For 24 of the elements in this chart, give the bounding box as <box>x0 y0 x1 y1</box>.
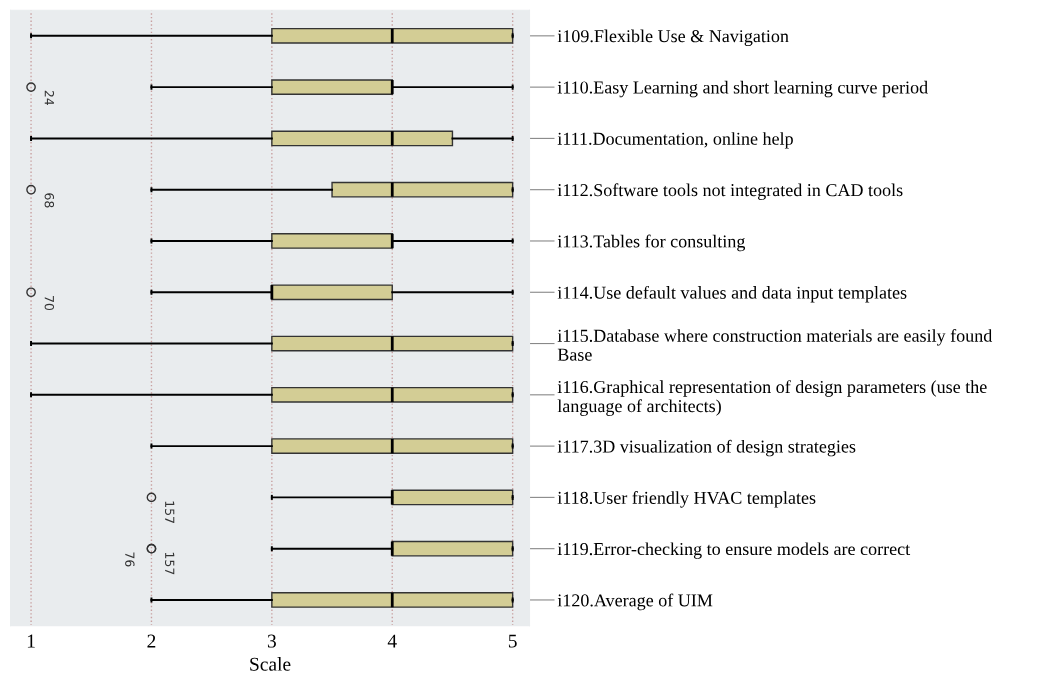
y-tick-label: i115.Database where construction materials are easily found Base <box>557 328 993 361</box>
y-tick-label: i119.Error-checking to ensure models are correct <box>557 542 911 559</box>
x-tick-label: 1 <box>27 634 35 648</box>
x-tick-label: 2 <box>147 634 156 648</box>
y-tick-label: i109.Flexible Use & Navigation <box>557 29 789 46</box>
annotation: 70 <box>44 296 55 311</box>
y-tick-label: i113.Tables for consulting <box>557 234 746 252</box>
annotation: 68 <box>44 193 55 208</box>
x-axis-title: Scale <box>250 657 291 671</box>
y-tick-label: i116.Graphical representation of design parameters (use the language of architects) <box>557 380 987 416</box>
y-tick-label: i112.Software tools not integrated in CAD tools <box>557 183 903 200</box>
annotation: 157 <box>164 501 175 523</box>
x-tick-label: 3 <box>267 634 276 648</box>
x-tick-label: 5 <box>508 634 517 648</box>
y-tick-label: i117.3D visualization of design strategies <box>557 439 856 457</box>
y-tick-label: i110.Easy Learning and short learning curve period <box>557 80 928 98</box>
y-tick-label: i118.User friendly HVAC templates <box>557 491 816 508</box>
y-tick-label: i111.Documentation, online help <box>557 132 793 149</box>
annotation: 157 <box>164 552 175 575</box>
y-tick-label: i120.Average of UIM <box>557 593 713 611</box>
x-tick-label: 4 <box>387 634 397 648</box>
y-tick-label: i114.Use default values and data input templates <box>557 285 907 303</box>
annotation: 24 <box>44 90 55 106</box>
annotation: 76 <box>125 552 135 567</box>
